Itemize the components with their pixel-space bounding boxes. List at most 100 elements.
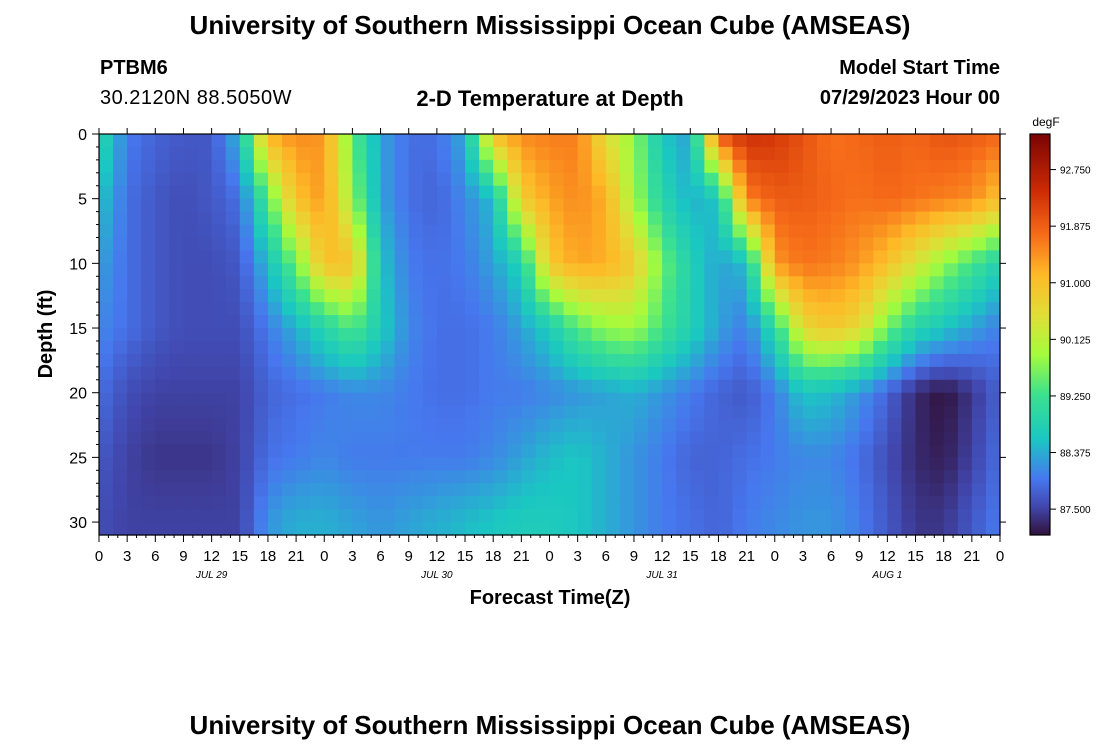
heatmap-cell xyxy=(690,224,705,239)
heatmap-cell xyxy=(211,340,227,355)
heatmap-cell xyxy=(802,496,818,510)
heatmap-cell xyxy=(563,250,579,264)
heatmap-cell xyxy=(113,405,128,420)
heatmap-cell xyxy=(493,198,508,213)
heatmap-cell xyxy=(507,509,522,523)
heatmap-cell xyxy=(760,237,776,252)
heatmap-cell xyxy=(929,353,945,368)
heatmap-cell xyxy=(155,328,170,342)
heatmap-cell xyxy=(408,185,424,200)
heatmap-cell xyxy=(704,159,720,174)
heatmap-cell xyxy=(465,302,480,316)
heatmap-cell xyxy=(605,483,621,497)
heatmap-cell xyxy=(633,250,649,264)
heatmap-cell xyxy=(282,340,297,355)
heatmap-cell xyxy=(732,276,748,290)
heatmap-cell xyxy=(816,276,832,290)
heatmap-cell xyxy=(859,366,874,381)
heatmap-cell xyxy=(99,496,114,510)
heatmap-cell xyxy=(816,340,832,355)
heatmap-cell xyxy=(352,302,368,316)
heatmap-cell xyxy=(141,470,156,484)
heatmap-cell xyxy=(211,509,227,523)
heatmap-cell xyxy=(845,366,860,381)
x-tick-label: 12 xyxy=(429,548,446,565)
heatmap-cell xyxy=(267,418,283,433)
heatmap-cell xyxy=(352,379,368,394)
heatmap-cell xyxy=(746,134,762,148)
heatmap-cell xyxy=(296,483,311,497)
heatmap-cell xyxy=(465,366,480,381)
heatmap-cell xyxy=(788,366,804,381)
heatmap-cell xyxy=(549,457,565,471)
heatmap-cell xyxy=(943,328,959,342)
heatmap-cell xyxy=(169,211,185,226)
heatmap-cell xyxy=(267,237,283,252)
heatmap-cell xyxy=(760,340,776,355)
heatmap-cell xyxy=(155,470,170,484)
heatmap-cell xyxy=(929,444,945,458)
heatmap-cell xyxy=(127,302,142,316)
heatmap-cell xyxy=(929,366,945,381)
heatmap-cell xyxy=(774,444,790,458)
heatmap-cell xyxy=(225,224,241,239)
heatmap-cell xyxy=(831,328,846,342)
heatmap-cell xyxy=(127,418,142,433)
heatmap-cell xyxy=(788,224,804,239)
heatmap-cell xyxy=(436,211,452,226)
y-tick-label: 5 xyxy=(78,192,87,209)
heatmap-cell xyxy=(760,431,776,446)
heatmap-cell xyxy=(915,483,931,497)
heatmap-cell xyxy=(662,405,677,420)
heatmap-cell xyxy=(802,392,818,407)
heatmap-cell xyxy=(563,185,579,200)
heatmap-cell xyxy=(831,418,846,433)
heatmap-cell xyxy=(957,444,973,458)
heatmap-cell xyxy=(676,431,691,446)
heatmap-cell xyxy=(802,366,818,381)
heatmap-cell xyxy=(324,172,339,187)
heatmap-cell xyxy=(915,224,931,239)
heatmap-cell xyxy=(366,211,382,226)
heatmap-cell xyxy=(211,134,227,148)
heatmap-cell xyxy=(929,159,945,174)
heatmap-cell xyxy=(549,483,565,497)
heatmap-cell xyxy=(845,379,860,394)
heatmap-cell xyxy=(788,509,804,523)
heatmap-cell xyxy=(577,470,593,484)
heatmap-cell xyxy=(915,496,931,510)
heatmap-cell xyxy=(943,276,959,290)
heatmap-cell xyxy=(901,146,917,161)
heatmap-cell xyxy=(338,522,354,536)
x-tick-label: 0 xyxy=(545,548,553,565)
heatmap-cell xyxy=(141,263,156,277)
heatmap-cell xyxy=(394,470,410,484)
heatmap-cell xyxy=(450,237,466,252)
heatmap-cell xyxy=(211,522,227,536)
heatmap-cell xyxy=(352,353,368,368)
heatmap-cell xyxy=(296,263,311,277)
heatmap-cell xyxy=(591,172,607,187)
heatmap-cell xyxy=(704,483,720,497)
heatmap-cell xyxy=(493,340,508,355)
heatmap-cell xyxy=(957,198,973,213)
heatmap-cell xyxy=(99,328,114,342)
heatmap-cell xyxy=(971,509,987,523)
heatmap-cell xyxy=(408,483,424,497)
heatmap-cell xyxy=(282,444,297,458)
heatmap-cell xyxy=(633,366,649,381)
heatmap-cell xyxy=(915,185,931,200)
heatmap-cell xyxy=(408,509,424,523)
heatmap-cell xyxy=(211,457,227,471)
heatmap-cell xyxy=(873,250,888,264)
heatmap-cell xyxy=(929,237,945,252)
heatmap-cell xyxy=(816,134,832,148)
heatmap-cell xyxy=(732,328,748,342)
heatmap-cell xyxy=(422,522,438,536)
heatmap-cell xyxy=(563,483,579,497)
heatmap-cell xyxy=(985,159,1001,174)
heatmap-cell xyxy=(887,444,903,458)
heatmap-cell xyxy=(394,366,410,381)
heatmap-cell xyxy=(267,328,283,342)
heatmap-cell xyxy=(633,315,649,329)
